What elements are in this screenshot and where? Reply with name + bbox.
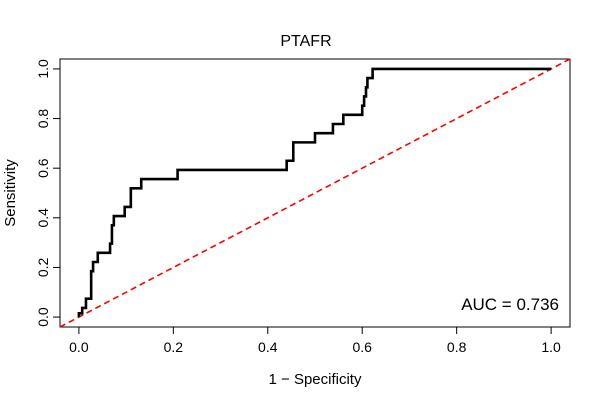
y-tick-label: 0.0 xyxy=(35,307,51,327)
x-tick-label: 0.2 xyxy=(164,339,184,355)
y-axis: 0.0 0.2 0.4 0.6 0.8 1.0 xyxy=(35,59,61,327)
roc-curve-line xyxy=(77,67,552,318)
x-axis-label: 1 − Specificity xyxy=(269,371,362,388)
x-tick-label: 0.6 xyxy=(352,339,372,355)
x-axis: 0.0 0.2 0.4 0.6 0.8 1.0 xyxy=(69,326,561,355)
x-tick-label: 0.4 xyxy=(258,339,278,355)
y-tick-label: 0.2 xyxy=(35,258,51,278)
x-tick-label: 1.0 xyxy=(541,339,561,355)
x-tick-label: 0.0 xyxy=(69,339,89,355)
series-layer xyxy=(59,58,571,328)
chance-diagonal-line xyxy=(59,58,571,328)
y-tick-label: 1.0 xyxy=(35,59,51,79)
y-tick-label: 0.4 xyxy=(35,208,51,228)
chart-title: PTAFR xyxy=(280,33,331,50)
x-tick-label: 0.8 xyxy=(447,339,467,355)
y-tick-label: 0.6 xyxy=(35,158,51,178)
y-tick-label: 0.8 xyxy=(35,109,51,129)
y-axis-label: Sensitivity xyxy=(2,159,19,227)
auc-annotation: AUC = 0.736 xyxy=(461,295,559,314)
